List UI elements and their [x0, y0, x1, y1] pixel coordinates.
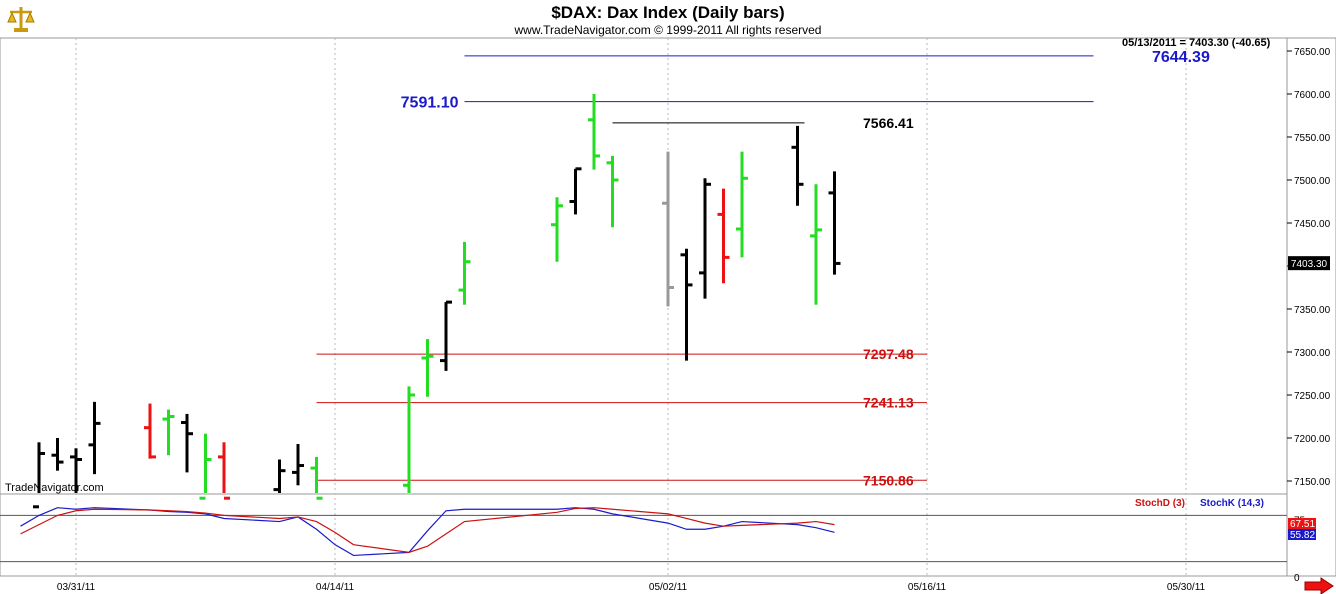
current-price-label: 7403.30: [1291, 259, 1328, 270]
y-tick-label: 7200.00: [1294, 434, 1331, 445]
x-tick-label: 04/14/11: [316, 582, 355, 593]
chart-title: $DAX: Dax Index (Daily bars): [551, 3, 784, 22]
logo-icon: [6, 4, 36, 34]
ohlc-bar: [699, 178, 711, 299]
ohlc-bar: [569, 167, 582, 215]
price-level-label: 7644.39: [1152, 49, 1210, 66]
ohlc-bar: [310, 456, 323, 500]
x-tick-label: 03/31/11: [57, 582, 96, 593]
ohlc-bar: [458, 241, 471, 305]
y-tick-label: 7550.00: [1294, 133, 1331, 144]
scroll-right-arrow-icon[interactable]: [1304, 577, 1334, 594]
y-tick-label: 7600.00: [1294, 90, 1331, 101]
price-panel: [0, 37, 1288, 495]
stoch-k-value: 55.82: [1290, 530, 1315, 541]
stoch-d-legend: StochD (3): [1135, 498, 1185, 509]
stochastic-panel: [0, 493, 1288, 577]
y-tick-label: 7250.00: [1294, 391, 1331, 402]
ohlc-bar: [421, 339, 434, 397]
x-tick-label: 05/30/11: [1167, 582, 1206, 593]
quote-readout: 05/13/2011 = 7403.30 (-40.65): [1122, 37, 1271, 49]
ohlc-bar: [292, 444, 304, 486]
ohlc-bar: [88, 401, 101, 475]
ohlc-bar: [662, 151, 674, 307]
stoch-d-value-tag: 67.51: [1288, 518, 1316, 530]
ohlc-bar: [736, 151, 748, 258]
ohlc-bars: [33, 94, 841, 509]
x-tick-label: 05/16/11: [908, 582, 947, 593]
stoch-k-tag-bg: [1288, 529, 1316, 540]
stoch-k-value-tag: 55.82: [1288, 529, 1316, 541]
price-level-label: 7591.10: [401, 95, 459, 112]
y-tick-label: 7500.00: [1294, 176, 1331, 187]
copyright-text: www.TradeNavigator.com © 1999-2011 All r…: [514, 23, 822, 37]
ohlc-bar: [403, 386, 415, 493]
ohlc-bar: [70, 448, 82, 493]
ohlc-bar: [440, 300, 452, 371]
ohlc-bar: [181, 413, 193, 473]
price-level-label: 7241.13: [863, 395, 914, 411]
ohlc-bar: [51, 438, 64, 471]
y-tick-label: 7650.00: [1294, 47, 1331, 58]
ohlc-bar: [680, 248, 693, 361]
x-tick-label: 05/02/11: [649, 582, 688, 593]
y-tick-label: 7450.00: [1294, 219, 1331, 230]
ohlc-bar: [33, 442, 45, 509]
ohlc-bar: [810, 184, 822, 305]
ohlc-bar: [144, 403, 156, 459]
ohlc-bar: [791, 125, 804, 206]
y-axis-area: [1286, 37, 1336, 577]
ohlc-bar: [273, 459, 286, 493]
stoch-k-legend: StochK (14,3): [1200, 498, 1264, 509]
price-level-label: 7297.48: [863, 346, 914, 362]
ohlc-bar: [218, 442, 230, 500]
stoch-d-line: [20, 507, 835, 553]
ohlc-bar: [606, 155, 619, 228]
ohlc-bar: [717, 188, 730, 284]
stoch-y-tick-label: 0: [1294, 573, 1300, 584]
y-tick-label: 7350.00: [1294, 305, 1331, 316]
price-level-label: 7566.41: [863, 115, 914, 131]
ohlc-bar: [162, 409, 175, 456]
price-level-label: 7150.86: [863, 472, 914, 488]
ohlc-bar: [828, 171, 841, 275]
stoch-d-tag-bg: [1288, 518, 1316, 529]
ohlc-bar: [551, 197, 563, 262]
current-price-tag: 7403.30: [1288, 256, 1330, 271]
price-levels: 7644.39 7591.10 7566.41 7297.48 7241.13 7150.…: [316, 49, 1210, 488]
ohlc-bar: [588, 94, 600, 170]
ohlc-bar: [199, 433, 212, 500]
date-x-axis: 03/31/11 04/14/11 05/02/11 05/16/11 05/30/11: [57, 582, 1206, 593]
watermark-text: TradeNavigator.com: [5, 482, 104, 494]
y-tick-label: 7300.00: [1294, 348, 1331, 359]
stoch-d-value: 67.51: [1290, 519, 1315, 530]
y-tick-label: 7150.00: [1294, 477, 1331, 488]
